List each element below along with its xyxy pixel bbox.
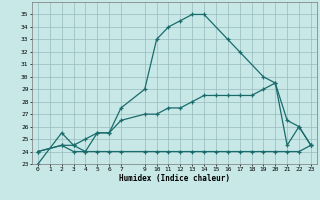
X-axis label: Humidex (Indice chaleur): Humidex (Indice chaleur) <box>119 174 230 183</box>
